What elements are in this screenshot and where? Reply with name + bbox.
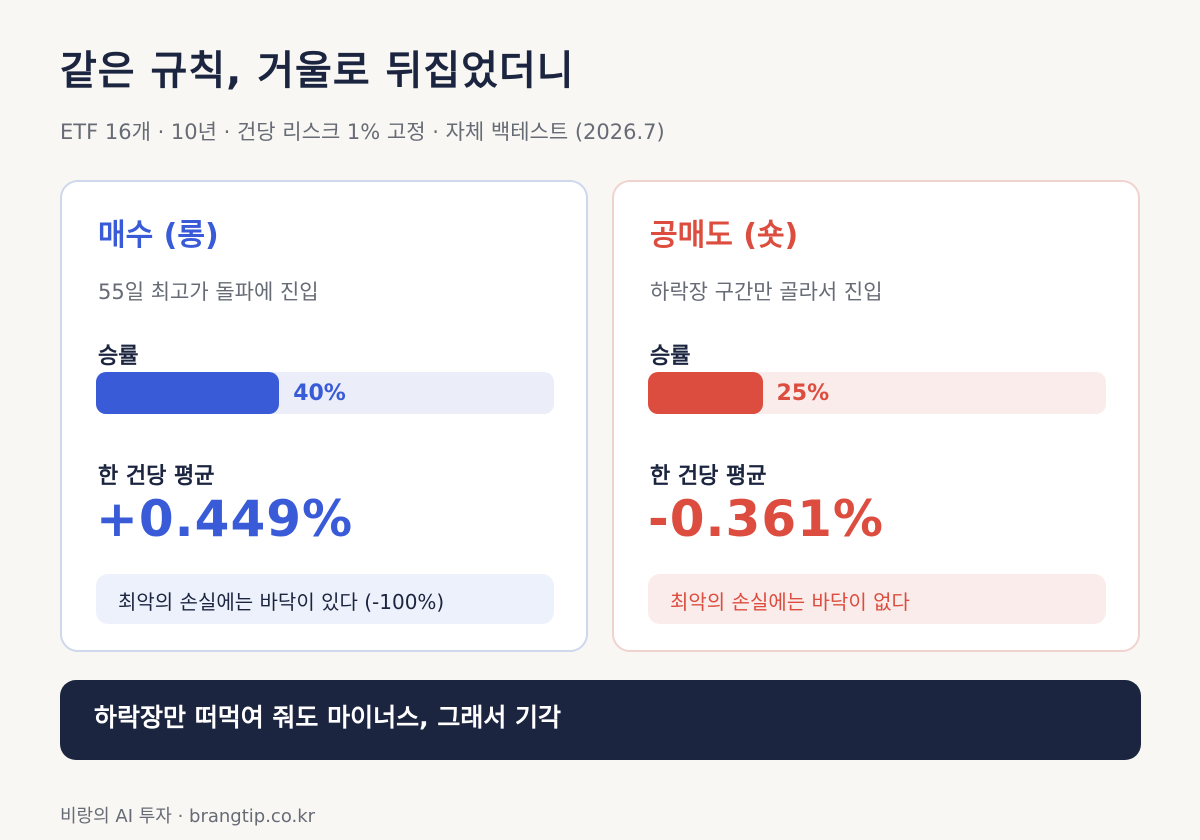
short-win-rate-fill	[648, 372, 763, 414]
long-note: 최악의 손실에는 바닥이 있다 (-100%)	[96, 574, 554, 624]
long-card: 매수 (롱) 55일 최고가 돌파에 진입 승률 40% 한 건당 평균 +0.…	[60, 180, 588, 652]
conclusion-text: 하락장만 떠먹여 줘도 마이너스, 그래서 기각	[94, 703, 562, 732]
page-title: 같은 규칙, 거울로 뒤집었더니	[60, 48, 575, 94]
short-win-rate-value: 25%	[776, 381, 830, 406]
long-win-rate-bar: 40%	[96, 372, 554, 414]
short-card: 공매도 (숏) 하락장 구간만 골라서 진입 승률 25% 한 건당 평균 -0…	[612, 180, 1140, 652]
short-win-rate-label: 승률	[650, 344, 691, 369]
page-subtitle: ETF 16개 · 10년 · 건당 리스크 1% 고정 · 자체 백테스트 (…	[60, 120, 665, 144]
long-card-description: 55일 최고가 돌파에 진입	[98, 280, 319, 304]
conclusion-banner: 하락장만 떠먹여 줘도 마이너스, 그래서 기각	[60, 680, 1141, 760]
long-card-title: 매수 (롱)	[98, 218, 219, 253]
long-win-rate-label: 승률	[98, 344, 139, 369]
short-avg-label: 한 건당 평균	[650, 464, 767, 489]
short-card-description: 하락장 구간만 골라서 진입	[650, 280, 883, 304]
short-card-title: 공매도 (숏)	[650, 218, 799, 253]
long-win-rate-fill	[96, 372, 280, 414]
long-win-rate-value: 40%	[293, 381, 346, 406]
short-avg-return: -0.361%	[648, 490, 885, 548]
short-note: 최악의 손실에는 바닥이 없다	[648, 574, 1106, 624]
short-win-rate-bar: 25%	[648, 372, 1106, 414]
footer-credit: 비랑의 AI 투자 · brangtip.co.kr	[60, 806, 316, 827]
long-avg-return: +0.449%	[96, 490, 354, 548]
long-avg-label: 한 건당 평균	[98, 464, 215, 489]
